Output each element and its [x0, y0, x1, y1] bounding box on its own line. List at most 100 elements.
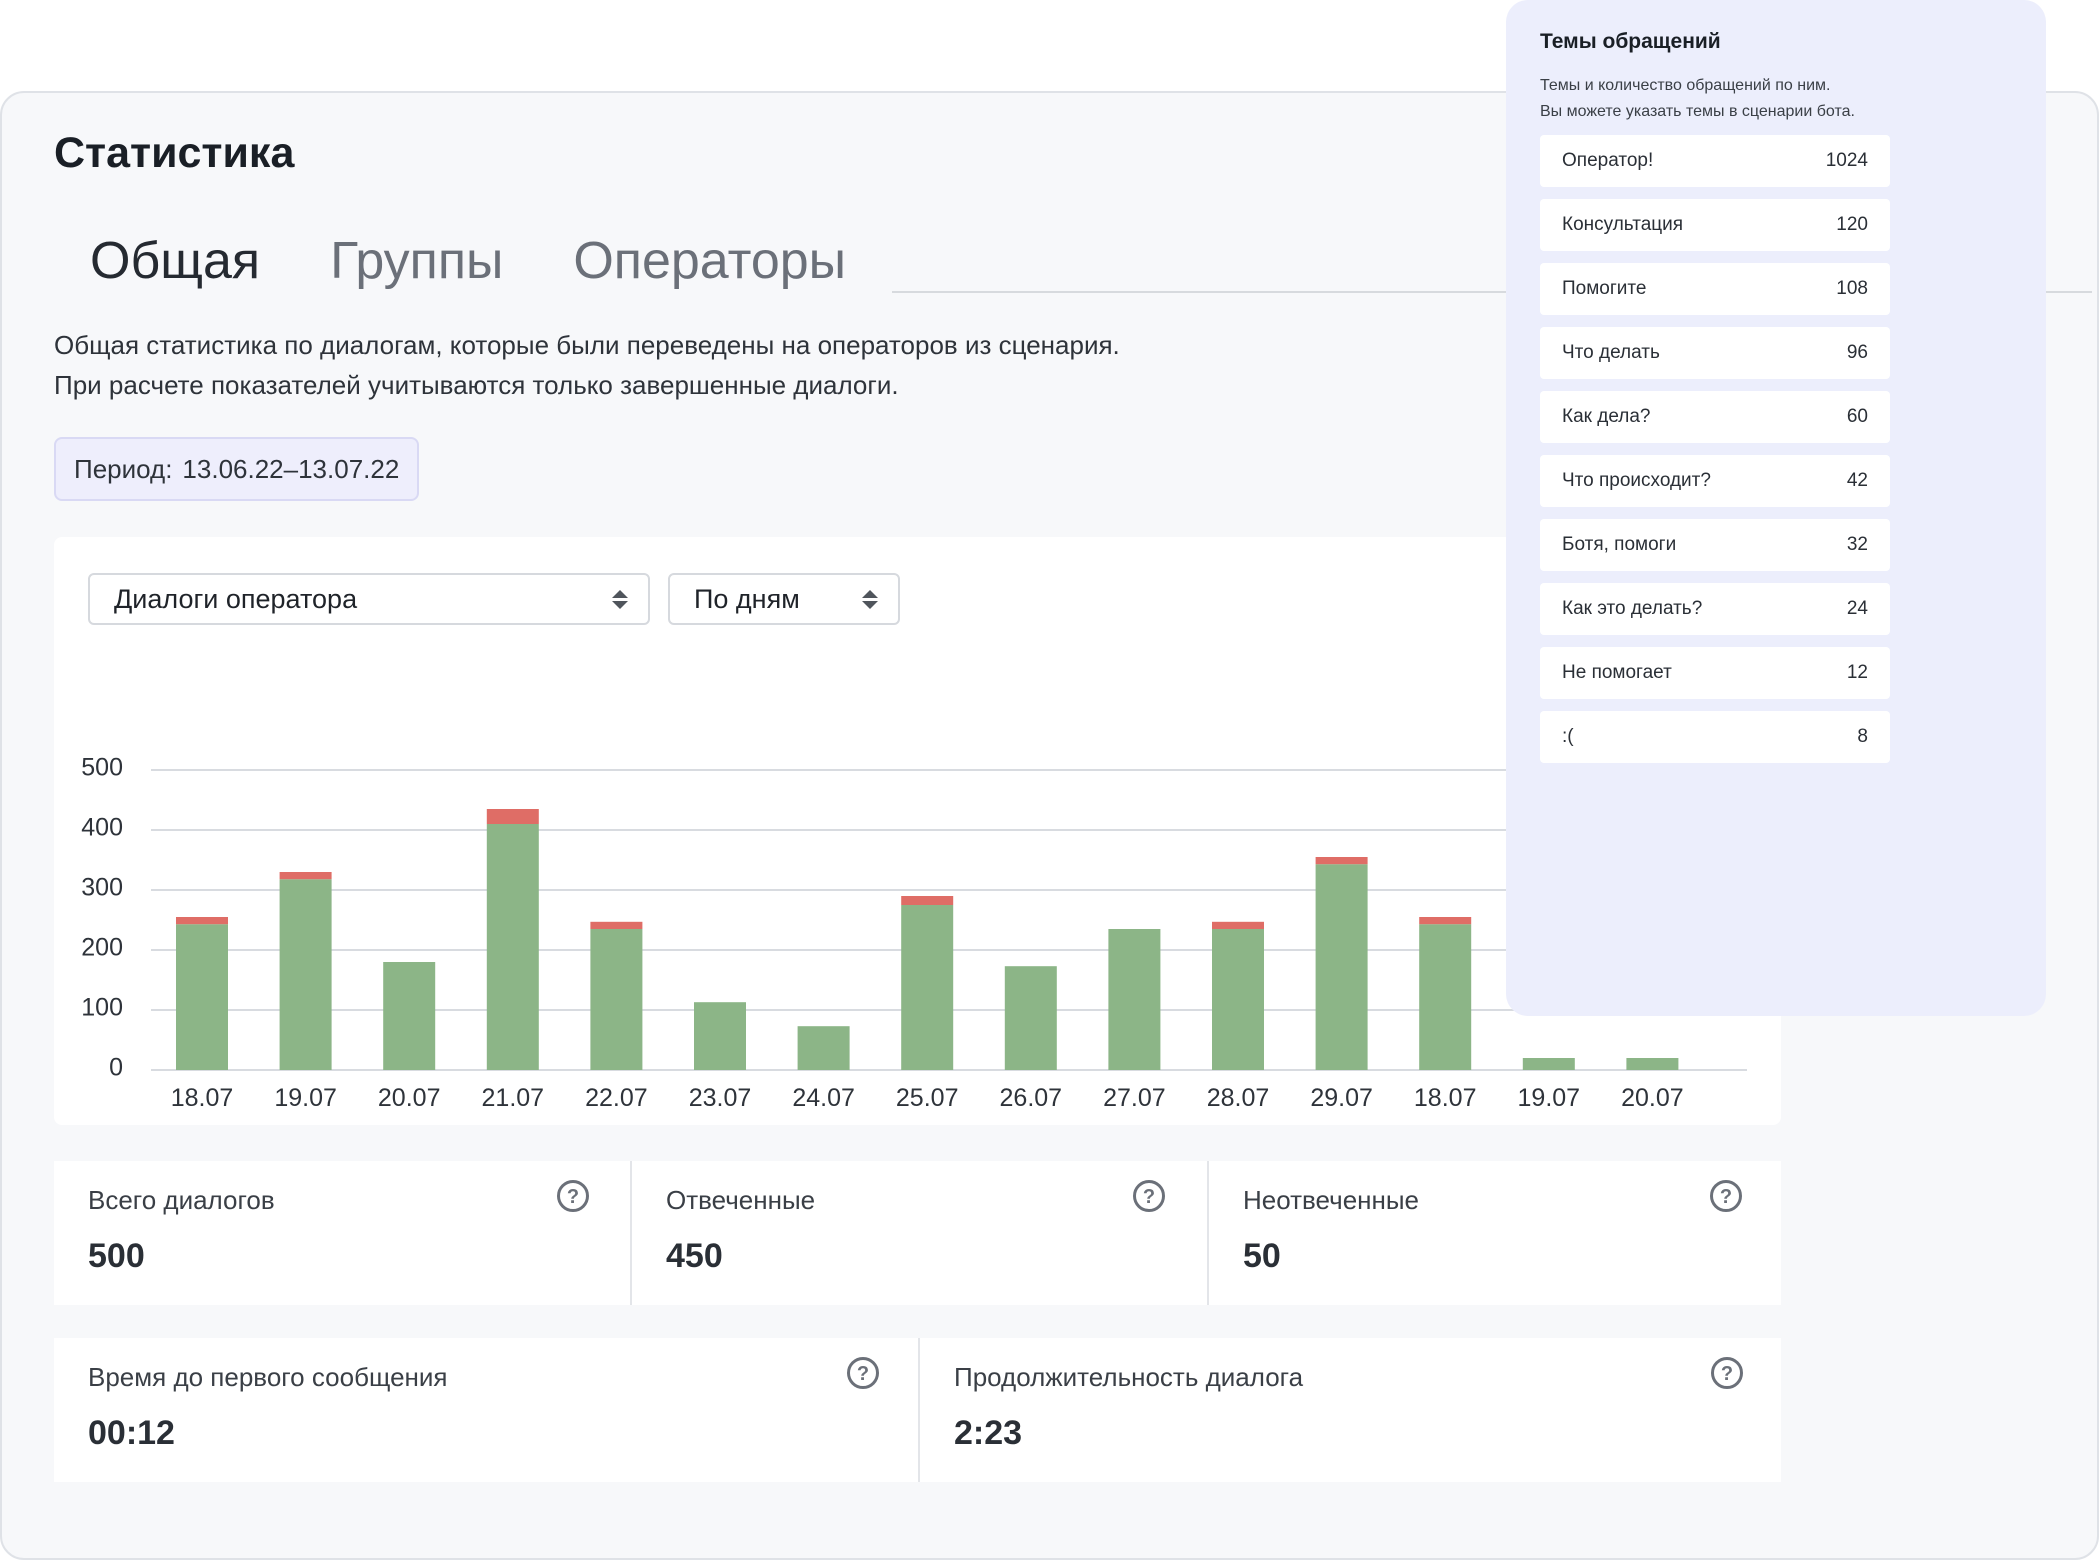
bar-answered — [1419, 924, 1472, 1070]
metric-select[interactable]: Диалоги оператора — [88, 573, 650, 625]
topics-subtitle: Темы и количество обращений по ним. Вы м… — [1540, 73, 2020, 125]
x-tick-label: 19.07 — [274, 1084, 337, 1112]
topics-subtitle-line: Темы и количество обращений по ним. — [1540, 77, 1831, 94]
tab-general[interactable]: Общая — [90, 232, 261, 290]
topic-name: Помогите — [1562, 278, 1647, 299]
metric-value: 50 — [1243, 1237, 1281, 1275]
metric-label: Неотвеченные — [1243, 1185, 1420, 1215]
x-tick-label: 19.07 — [1518, 1084, 1581, 1112]
x-tick-label: 22.07 — [585, 1084, 648, 1112]
select-arrows-icon — [612, 589, 628, 609]
x-tick-label: 29.07 — [1310, 1084, 1373, 1112]
tab-groups[interactable]: Группы — [330, 232, 504, 290]
granularity-select[interactable]: По дням — [668, 573, 900, 625]
topic-row[interactable]: Ботя, помоги 32 — [1540, 519, 1890, 571]
bar-answered — [1626, 1058, 1679, 1070]
y-tick-label: 0 — [109, 1054, 123, 1082]
bar-answered — [694, 1002, 746, 1070]
bar-unanswered — [279, 872, 332, 880]
topic-count: 108 — [1836, 278, 1868, 299]
bar-answered — [1108, 929, 1161, 1070]
bar-answered — [1315, 864, 1368, 1070]
y-tick-label: 400 — [81, 814, 123, 842]
svg-text:?: ? — [1721, 1363, 1733, 1385]
topic-count: 120 — [1836, 214, 1868, 235]
bar-answered — [901, 905, 954, 1070]
topics-title: Темы обращений — [1540, 30, 1721, 53]
metric-select-value: Диалоги оператора — [114, 583, 358, 614]
topic-count: 24 — [1846, 598, 1868, 619]
topic-count: 12 — [1846, 662, 1868, 683]
y-tick-label: 300 — [81, 874, 123, 902]
topic-row[interactable]: Как это делать? 24 — [1540, 583, 1890, 635]
bar-unanswered — [176, 917, 228, 925]
topic-name: Консультация — [1562, 214, 1684, 235]
bar-unanswered — [901, 896, 954, 905]
topic-row[interactable]: Что происходит? 42 — [1540, 455, 1890, 507]
topic-row[interactable]: Как дела? 60 — [1540, 391, 1890, 443]
topic-name: Ботя, помоги — [1562, 534, 1677, 555]
topic-row[interactable]: Не помогает 12 — [1540, 647, 1890, 699]
bar-answered — [1522, 1058, 1575, 1070]
topic-row[interactable]: Оператор! 1024 — [1540, 135, 1890, 187]
topic-row[interactable]: Помогите 108 — [1540, 263, 1890, 315]
metric-value: 450 — [666, 1237, 723, 1275]
topic-count: 1024 — [1825, 150, 1868, 171]
metric-value: 2:23 — [954, 1414, 1023, 1452]
topic-name: Оператор! — [1562, 150, 1654, 171]
topic-name: Что делать — [1562, 342, 1660, 363]
bar-answered — [486, 824, 539, 1070]
period-value: 13.06.22–13.07.22 — [182, 453, 400, 484]
chart-card: Диалоги оператора По дням 0 100 200 300 400 5… — [54, 537, 1781, 1125]
bar-answered — [1004, 966, 1057, 1070]
bar-unanswered — [590, 921, 643, 929]
topic-count: 96 — [1846, 342, 1868, 363]
topic-name: :( — [1562, 726, 1574, 747]
bar-answered — [797, 1026, 850, 1070]
metric-answered: Отвеченные 450 ? — [630, 1161, 1207, 1305]
metric-unanswered: Неотвеченные 50 ? — [1207, 1161, 1781, 1305]
topic-count: 32 — [1846, 534, 1868, 555]
page-title: Статистика — [54, 129, 295, 177]
topic-row[interactable]: :(8 — [1540, 711, 1890, 763]
topic-count: 42 — [1846, 470, 1868, 491]
help-icon[interactable]: ? — [1709, 1179, 1743, 1213]
topic-name: Как это делать? — [1562, 598, 1703, 619]
topics-subtitle-line: Вы можете указать темы в сценарии бота. — [1540, 103, 1855, 120]
metric-label: Всего диалогов — [88, 1185, 275, 1215]
topic-count: 60 — [1846, 406, 1868, 427]
help-icon[interactable]: ? — [556, 1179, 590, 1213]
tabs-underline — [892, 291, 2092, 293]
svg-text:?: ? — [857, 1363, 869, 1385]
metric-label: Отвеченные — [666, 1185, 816, 1215]
topics-list: Оператор! 1024 Консультация 120 Помогите 10… — [1540, 135, 1890, 775]
x-tick-label: 20.07 — [1621, 1084, 1684, 1112]
tab-operators[interactable]: Операторы — [573, 232, 847, 290]
bar-answered — [176, 924, 228, 1070]
topic-row[interactable]: Консультация 120 — [1540, 199, 1890, 251]
metric-label: Время до первого сообщения — [88, 1362, 448, 1392]
metric-dialog-duration: Продолжительность диалога 2:23 ? — [918, 1338, 1781, 1482]
x-tick-label: 24.07 — [792, 1084, 855, 1112]
help-icon[interactable]: ? — [1710, 1356, 1744, 1390]
metric-first-response-time: Время до первого сообщения 00:12 ? — [54, 1338, 918, 1482]
x-tick-label: 28.07 — [1207, 1084, 1270, 1112]
period-picker[interactable]: Период: 13.06.22–13.07.22 — [54, 437, 420, 501]
topic-name: Не помогает — [1562, 662, 1672, 683]
y-tick-label: 500 — [81, 754, 123, 782]
help-icon[interactable]: ? — [846, 1356, 880, 1390]
metric-value: 500 — [88, 1237, 145, 1275]
topic-name: Как дела? — [1562, 406, 1651, 427]
topic-row[interactable]: Что делать 96 — [1540, 327, 1890, 379]
svg-text:?: ? — [1720, 1186, 1732, 1208]
topics-panel: Темы обращений Темы и количество обращен… — [1506, 0, 2046, 1016]
bar-answered — [383, 962, 436, 1070]
x-tick-label: 26.07 — [1000, 1084, 1063, 1112]
tabs-bar: Общая Группы Операторы — [90, 231, 916, 291]
bar-unanswered — [1212, 921, 1264, 929]
help-icon[interactable]: ? — [1132, 1179, 1166, 1213]
bar-answered — [279, 879, 332, 1070]
period-label: Период: — [74, 453, 173, 484]
x-tick-label: 25.07 — [896, 1084, 959, 1112]
select-arrows-icon — [862, 589, 878, 609]
